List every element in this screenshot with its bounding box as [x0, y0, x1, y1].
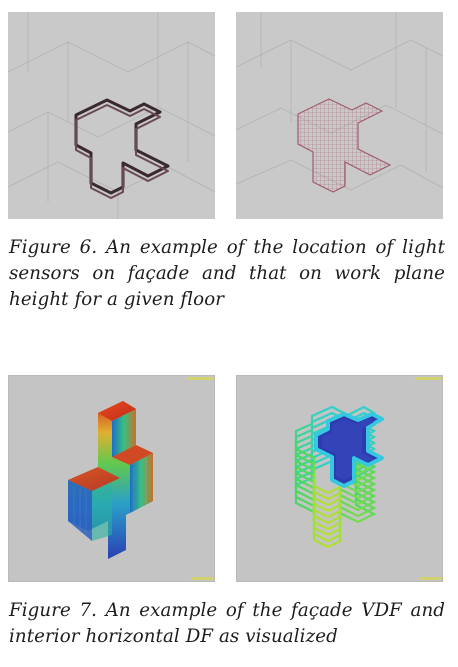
interior-df-render — [236, 375, 443, 582]
figure7-caption: Figure 7. An example of the façade VDF a… — [9, 600, 445, 647]
figure7-left-panel — [8, 375, 215, 582]
facade-vdf-render — [8, 375, 215, 582]
figure6-right-panel — [236, 12, 443, 219]
figure6-caption: Figure 6. An example of the location of … — [9, 237, 445, 310]
facade-sensors-render — [8, 12, 215, 219]
figure6-left-panel — [8, 12, 215, 219]
figure7-right-panel — [236, 375, 443, 582]
work-plane-sensors-render — [236, 12, 443, 219]
